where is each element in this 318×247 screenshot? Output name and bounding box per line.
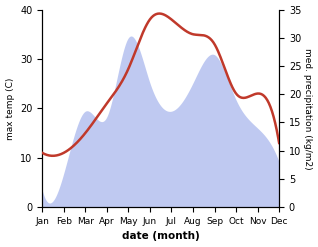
Y-axis label: med. precipitation (kg/m2): med. precipitation (kg/m2) bbox=[303, 48, 313, 169]
X-axis label: date (month): date (month) bbox=[122, 231, 199, 242]
Y-axis label: max temp (C): max temp (C) bbox=[5, 77, 15, 140]
